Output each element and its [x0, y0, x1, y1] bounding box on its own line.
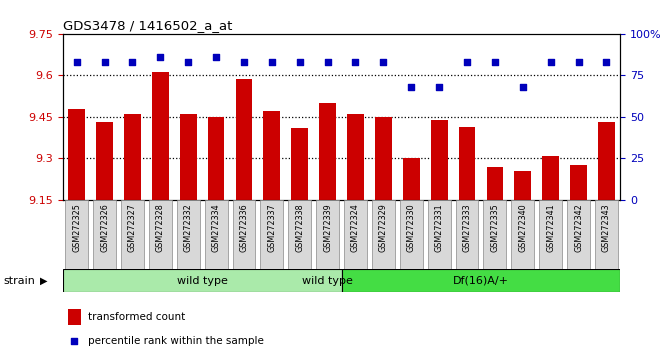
Bar — [539, 200, 562, 269]
Bar — [291, 128, 308, 200]
Bar — [319, 103, 336, 200]
Text: GSM272329: GSM272329 — [379, 204, 388, 252]
Text: GSM272336: GSM272336 — [240, 204, 248, 252]
Bar — [567, 200, 590, 269]
Point — [462, 59, 473, 65]
Bar — [68, 309, 81, 325]
Point — [211, 54, 221, 60]
Bar — [236, 79, 252, 200]
Text: GSM272339: GSM272339 — [323, 204, 332, 252]
Text: GSM272326: GSM272326 — [100, 204, 109, 252]
Text: Df(16)A/+: Df(16)A/+ — [453, 275, 509, 286]
Text: GSM272327: GSM272327 — [128, 204, 137, 252]
Bar — [149, 200, 172, 269]
Bar — [403, 158, 420, 200]
Text: ▶: ▶ — [40, 276, 47, 286]
Text: GSM272324: GSM272324 — [351, 204, 360, 252]
Bar — [152, 73, 169, 200]
Text: GSM272337: GSM272337 — [267, 204, 277, 252]
Bar — [514, 171, 531, 200]
Point — [322, 59, 333, 65]
Bar — [261, 200, 283, 269]
Bar — [400, 200, 422, 269]
Bar — [65, 200, 88, 269]
Bar — [486, 167, 504, 200]
Bar — [232, 200, 255, 269]
Bar — [177, 200, 199, 269]
Point — [71, 59, 82, 65]
Point — [350, 59, 361, 65]
Text: GSM272343: GSM272343 — [602, 204, 611, 252]
Point — [490, 59, 500, 65]
Bar — [570, 165, 587, 200]
Bar — [512, 200, 534, 269]
Bar — [288, 200, 311, 269]
Bar — [124, 114, 141, 200]
Bar — [121, 200, 144, 269]
Text: GSM272332: GSM272332 — [183, 204, 193, 252]
Bar — [93, 200, 116, 269]
Point — [294, 59, 305, 65]
Point — [517, 84, 528, 90]
Bar — [595, 200, 618, 269]
Point — [443, 241, 453, 247]
Bar — [598, 122, 615, 200]
Point — [183, 59, 193, 65]
Text: GSM272335: GSM272335 — [490, 204, 500, 252]
Bar — [431, 120, 447, 200]
Point — [545, 59, 556, 65]
Text: percentile rank within the sample: percentile rank within the sample — [88, 336, 264, 346]
Text: wild type: wild type — [177, 275, 228, 286]
Text: GDS3478 / 1416502_a_at: GDS3478 / 1416502_a_at — [63, 19, 232, 33]
Bar — [208, 117, 224, 200]
Bar — [375, 117, 392, 200]
Point — [434, 84, 444, 90]
Point — [155, 54, 166, 60]
Point — [601, 59, 612, 65]
Bar — [96, 122, 113, 200]
Text: GSM272338: GSM272338 — [295, 204, 304, 252]
Text: GSM272330: GSM272330 — [407, 204, 416, 252]
Bar — [372, 200, 395, 269]
Bar — [428, 200, 451, 269]
Text: GSM272340: GSM272340 — [518, 204, 527, 252]
Point — [99, 59, 110, 65]
Text: GSM272341: GSM272341 — [546, 204, 555, 252]
Text: transformed count: transformed count — [88, 312, 185, 322]
Text: strain: strain — [3, 276, 35, 286]
Bar — [342, 269, 620, 292]
Text: GSM272334: GSM272334 — [212, 204, 220, 252]
Bar — [455, 200, 478, 269]
Text: GSM272333: GSM272333 — [463, 204, 471, 252]
Point — [378, 59, 389, 65]
Bar — [180, 114, 197, 200]
Bar — [63, 269, 342, 292]
Text: GSM272328: GSM272328 — [156, 204, 165, 252]
Point — [239, 59, 249, 65]
Bar — [263, 111, 280, 200]
Bar — [543, 156, 559, 200]
Bar — [459, 126, 475, 200]
Bar — [347, 114, 364, 200]
Text: GSM272331: GSM272331 — [435, 204, 444, 252]
Bar — [344, 200, 367, 269]
Bar — [205, 200, 228, 269]
Point — [406, 84, 416, 90]
Text: GSM272342: GSM272342 — [574, 204, 583, 252]
Bar — [484, 200, 506, 269]
Point — [127, 59, 138, 65]
Bar — [68, 108, 85, 200]
Bar — [316, 200, 339, 269]
Text: GSM272325: GSM272325 — [72, 204, 81, 252]
Point — [267, 59, 277, 65]
Text: wild type: wild type — [302, 275, 353, 286]
Point — [574, 59, 584, 65]
